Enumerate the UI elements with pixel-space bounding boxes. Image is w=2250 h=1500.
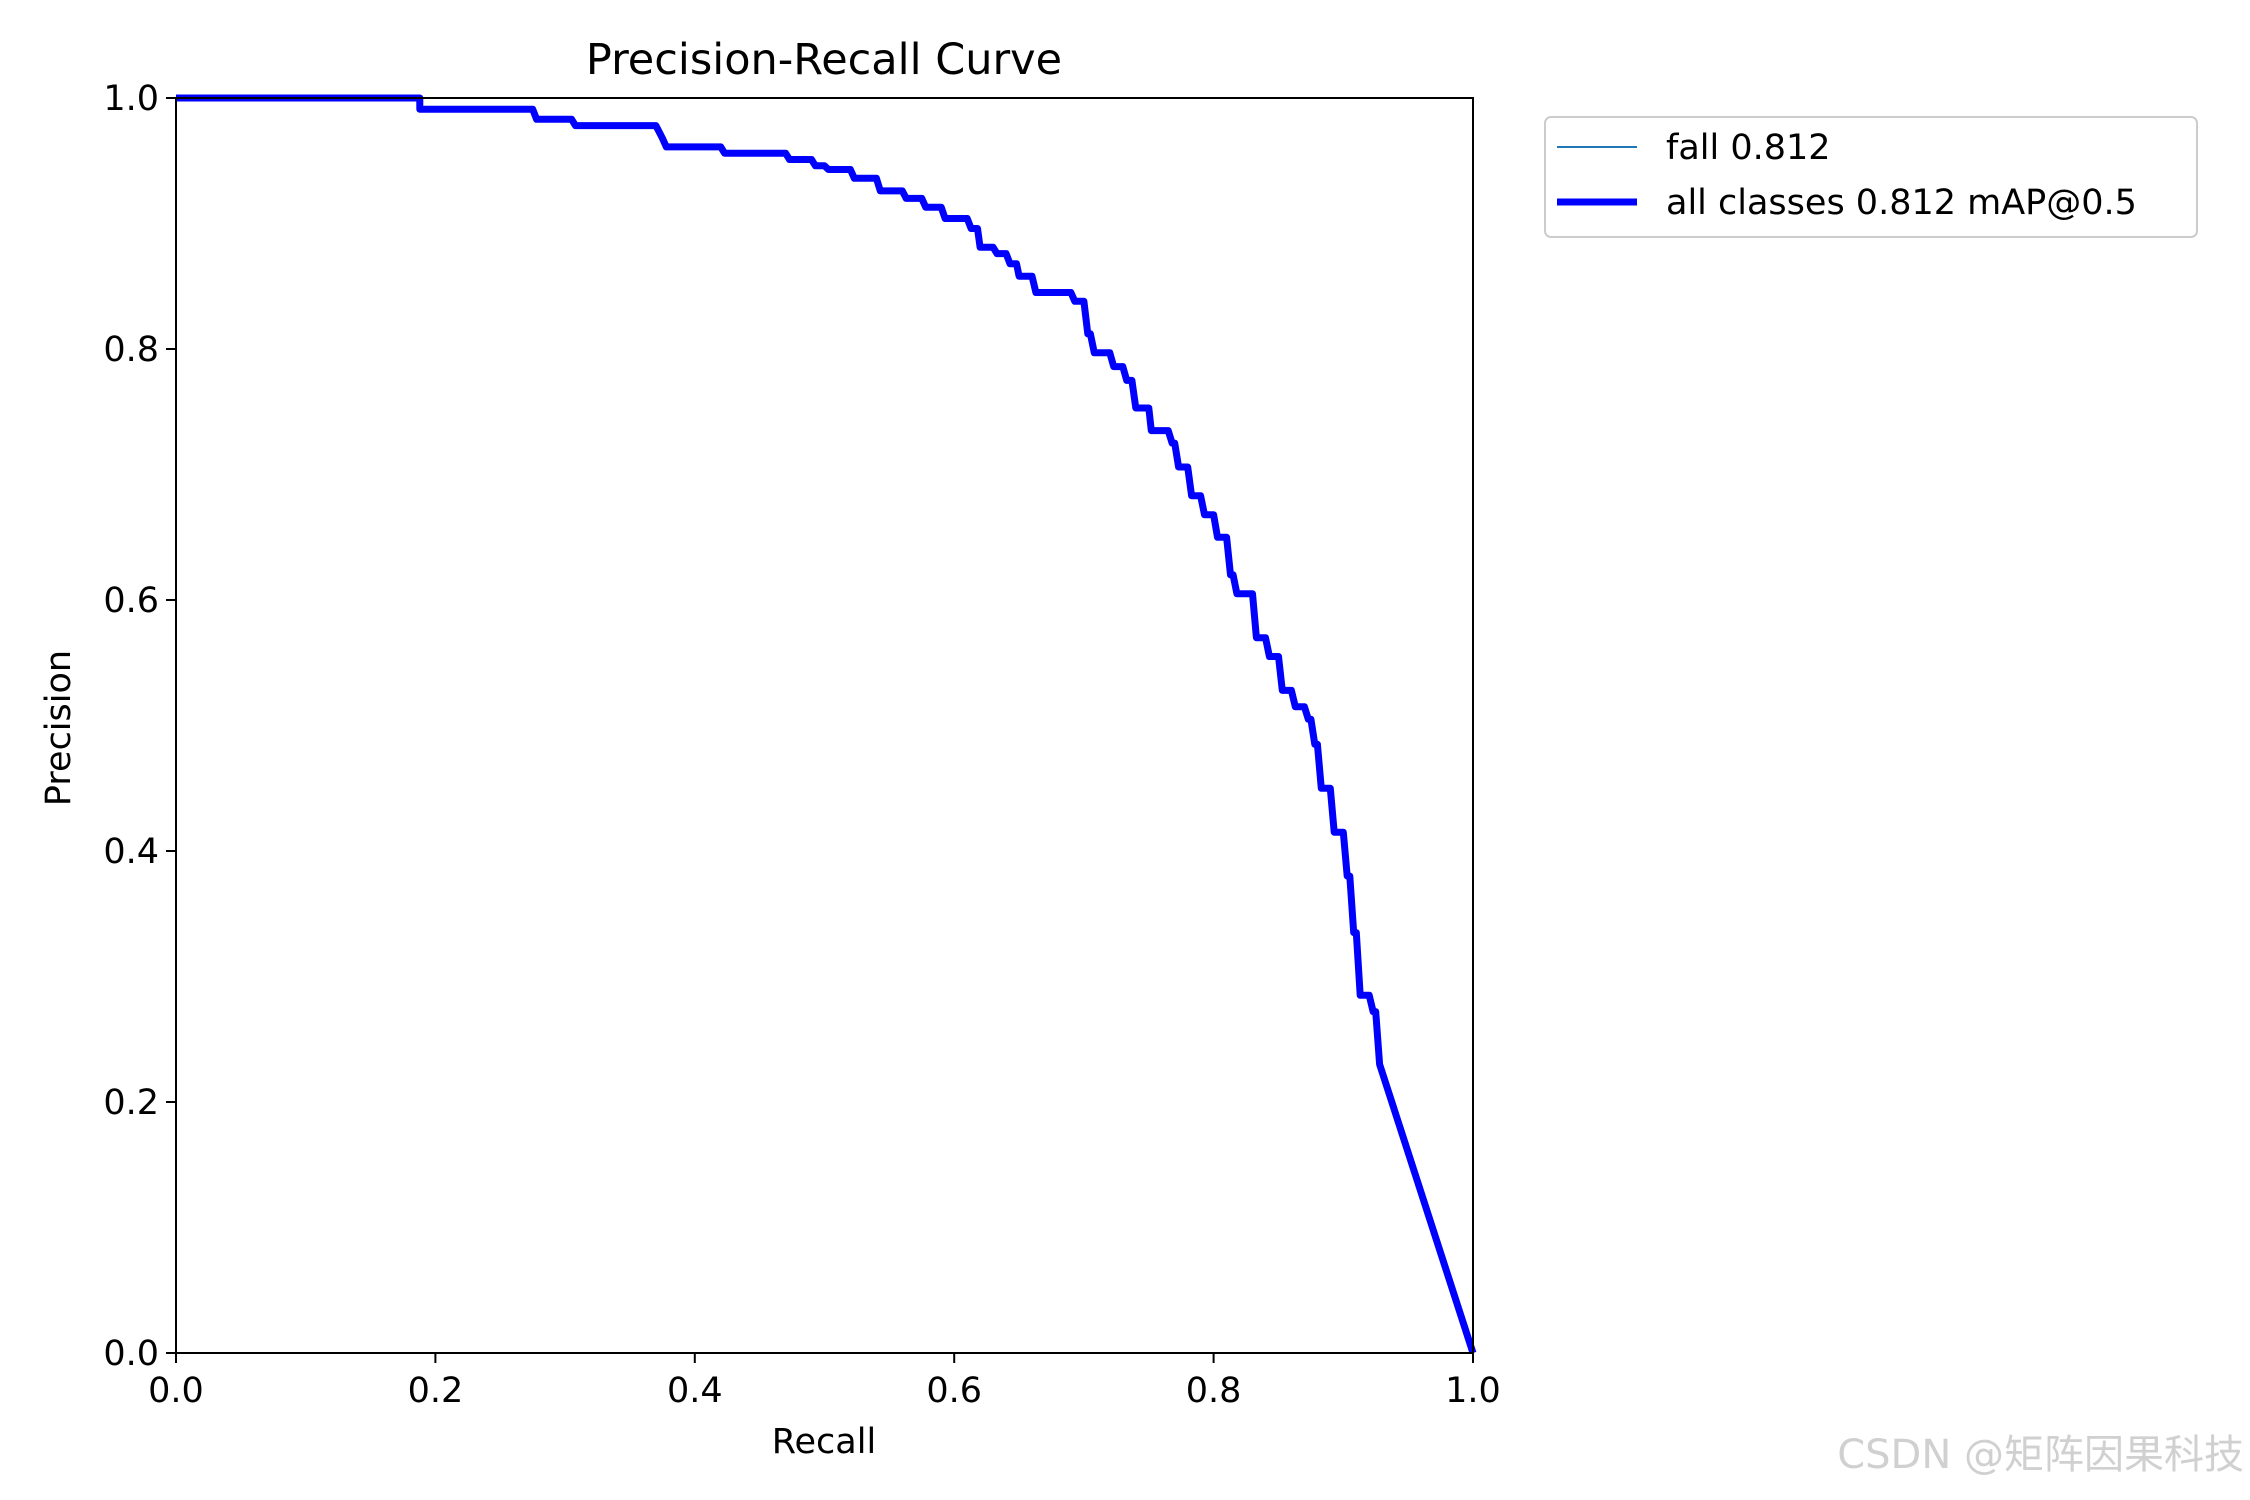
legend: fall 0.812 all classes 0.812 mAP@0.5 — [1544, 116, 2198, 238]
axes-frame — [175, 97, 1474, 1354]
y-tick-label: 0.0 — [103, 1334, 159, 1374]
chart-title: Precision-Recall Curve — [586, 35, 1062, 85]
legend-label-1: fall 0.812 — [1666, 128, 1831, 168]
y-axis-label: Precision — [39, 650, 79, 806]
x-tick-label: 0.4 — [667, 1371, 723, 1411]
y-tick-label: 0.4 — [103, 832, 159, 872]
y-tick-label: 0.2 — [103, 1083, 159, 1123]
x-tick-label: 0.8 — [1186, 1371, 1242, 1411]
legend-box — [1544, 116, 2198, 238]
series-line-2 — [176, 94, 1477, 1355]
watermark-text: CSDN @矩阵因果科技 — [1837, 1432, 2244, 1478]
legend-label-2: all classes 0.812 mAP@0.5 — [1666, 183, 2137, 223]
x-tick-label: 0.0 — [148, 1371, 204, 1411]
x-tick-label: 1.0 — [1445, 1371, 1501, 1411]
x-tick-label: 0.2 — [408, 1371, 464, 1411]
plot-area: 0.0 0.2 0.4 0.6 0.8 1.0 0.0 0.2 0.4 0.6 0.8 1.0 — [103, 79, 1501, 1411]
y-tick-label: 0.6 — [103, 581, 159, 621]
y-tick-label: 1.0 — [103, 79, 159, 119]
y-tick-label: 0.8 — [103, 330, 159, 370]
x-axis-label: Recall — [772, 1422, 876, 1462]
x-tick-label: 0.6 — [926, 1371, 982, 1411]
